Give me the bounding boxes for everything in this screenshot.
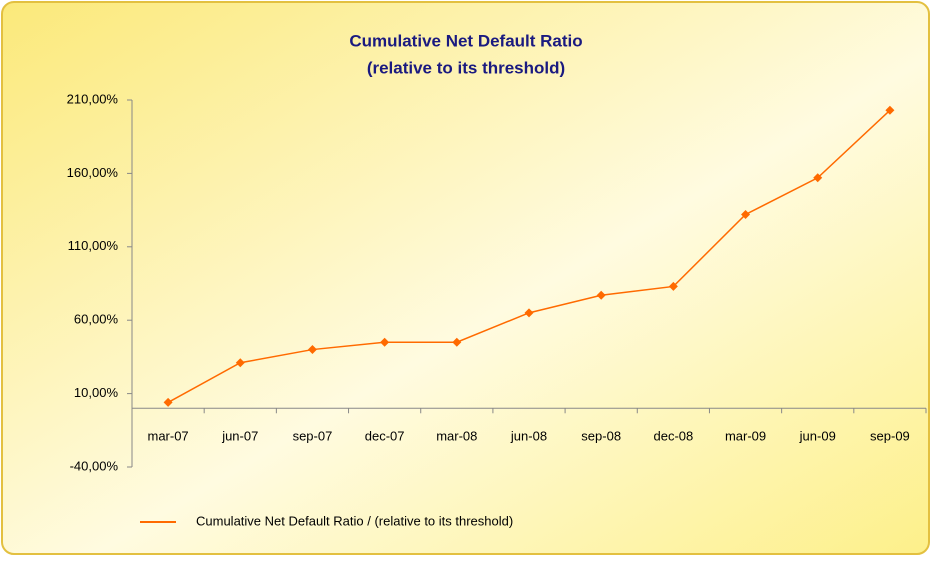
y-tick-label: 10,00% bbox=[74, 385, 119, 400]
y-tick-label: -40,00% bbox=[70, 458, 119, 473]
x-tick-label: dec-08 bbox=[653, 428, 693, 443]
y-tick-label: 210,00% bbox=[67, 91, 119, 106]
x-tick-label: sep-09 bbox=[870, 428, 910, 443]
x-tick-label: jun-07 bbox=[221, 428, 258, 443]
chart-subtitle: (relative to its threshold) bbox=[367, 58, 565, 77]
data-point bbox=[813, 173, 823, 183]
data-point bbox=[524, 308, 534, 318]
x-tick-label: mar-07 bbox=[147, 428, 188, 443]
x-tick-label: sep-08 bbox=[581, 428, 621, 443]
x-tick-label: jun-08 bbox=[510, 428, 547, 443]
data-point bbox=[163, 397, 173, 407]
y-tick-label: 60,00% bbox=[74, 312, 119, 327]
legend-label: Cumulative Net Default Ratio / (relative… bbox=[196, 513, 513, 528]
data-point bbox=[741, 210, 751, 220]
data-point bbox=[596, 290, 606, 300]
data-point bbox=[307, 345, 317, 355]
y-tick-label: 110,00% bbox=[68, 238, 119, 253]
chart-title: Cumulative Net Default Ratio bbox=[349, 31, 582, 50]
data-point bbox=[235, 358, 245, 368]
data-point bbox=[668, 281, 678, 291]
x-tick-label: sep-07 bbox=[293, 428, 333, 443]
x-tick-label: mar-08 bbox=[436, 428, 477, 443]
y-tick-label: 160,00% bbox=[67, 165, 119, 180]
data-point bbox=[452, 337, 462, 347]
x-tick-label: mar-09 bbox=[725, 428, 766, 443]
x-tick-label: dec-07 bbox=[365, 428, 405, 443]
data-point bbox=[885, 105, 895, 115]
data-point bbox=[380, 337, 390, 347]
x-tick-label: jun-09 bbox=[799, 428, 836, 443]
